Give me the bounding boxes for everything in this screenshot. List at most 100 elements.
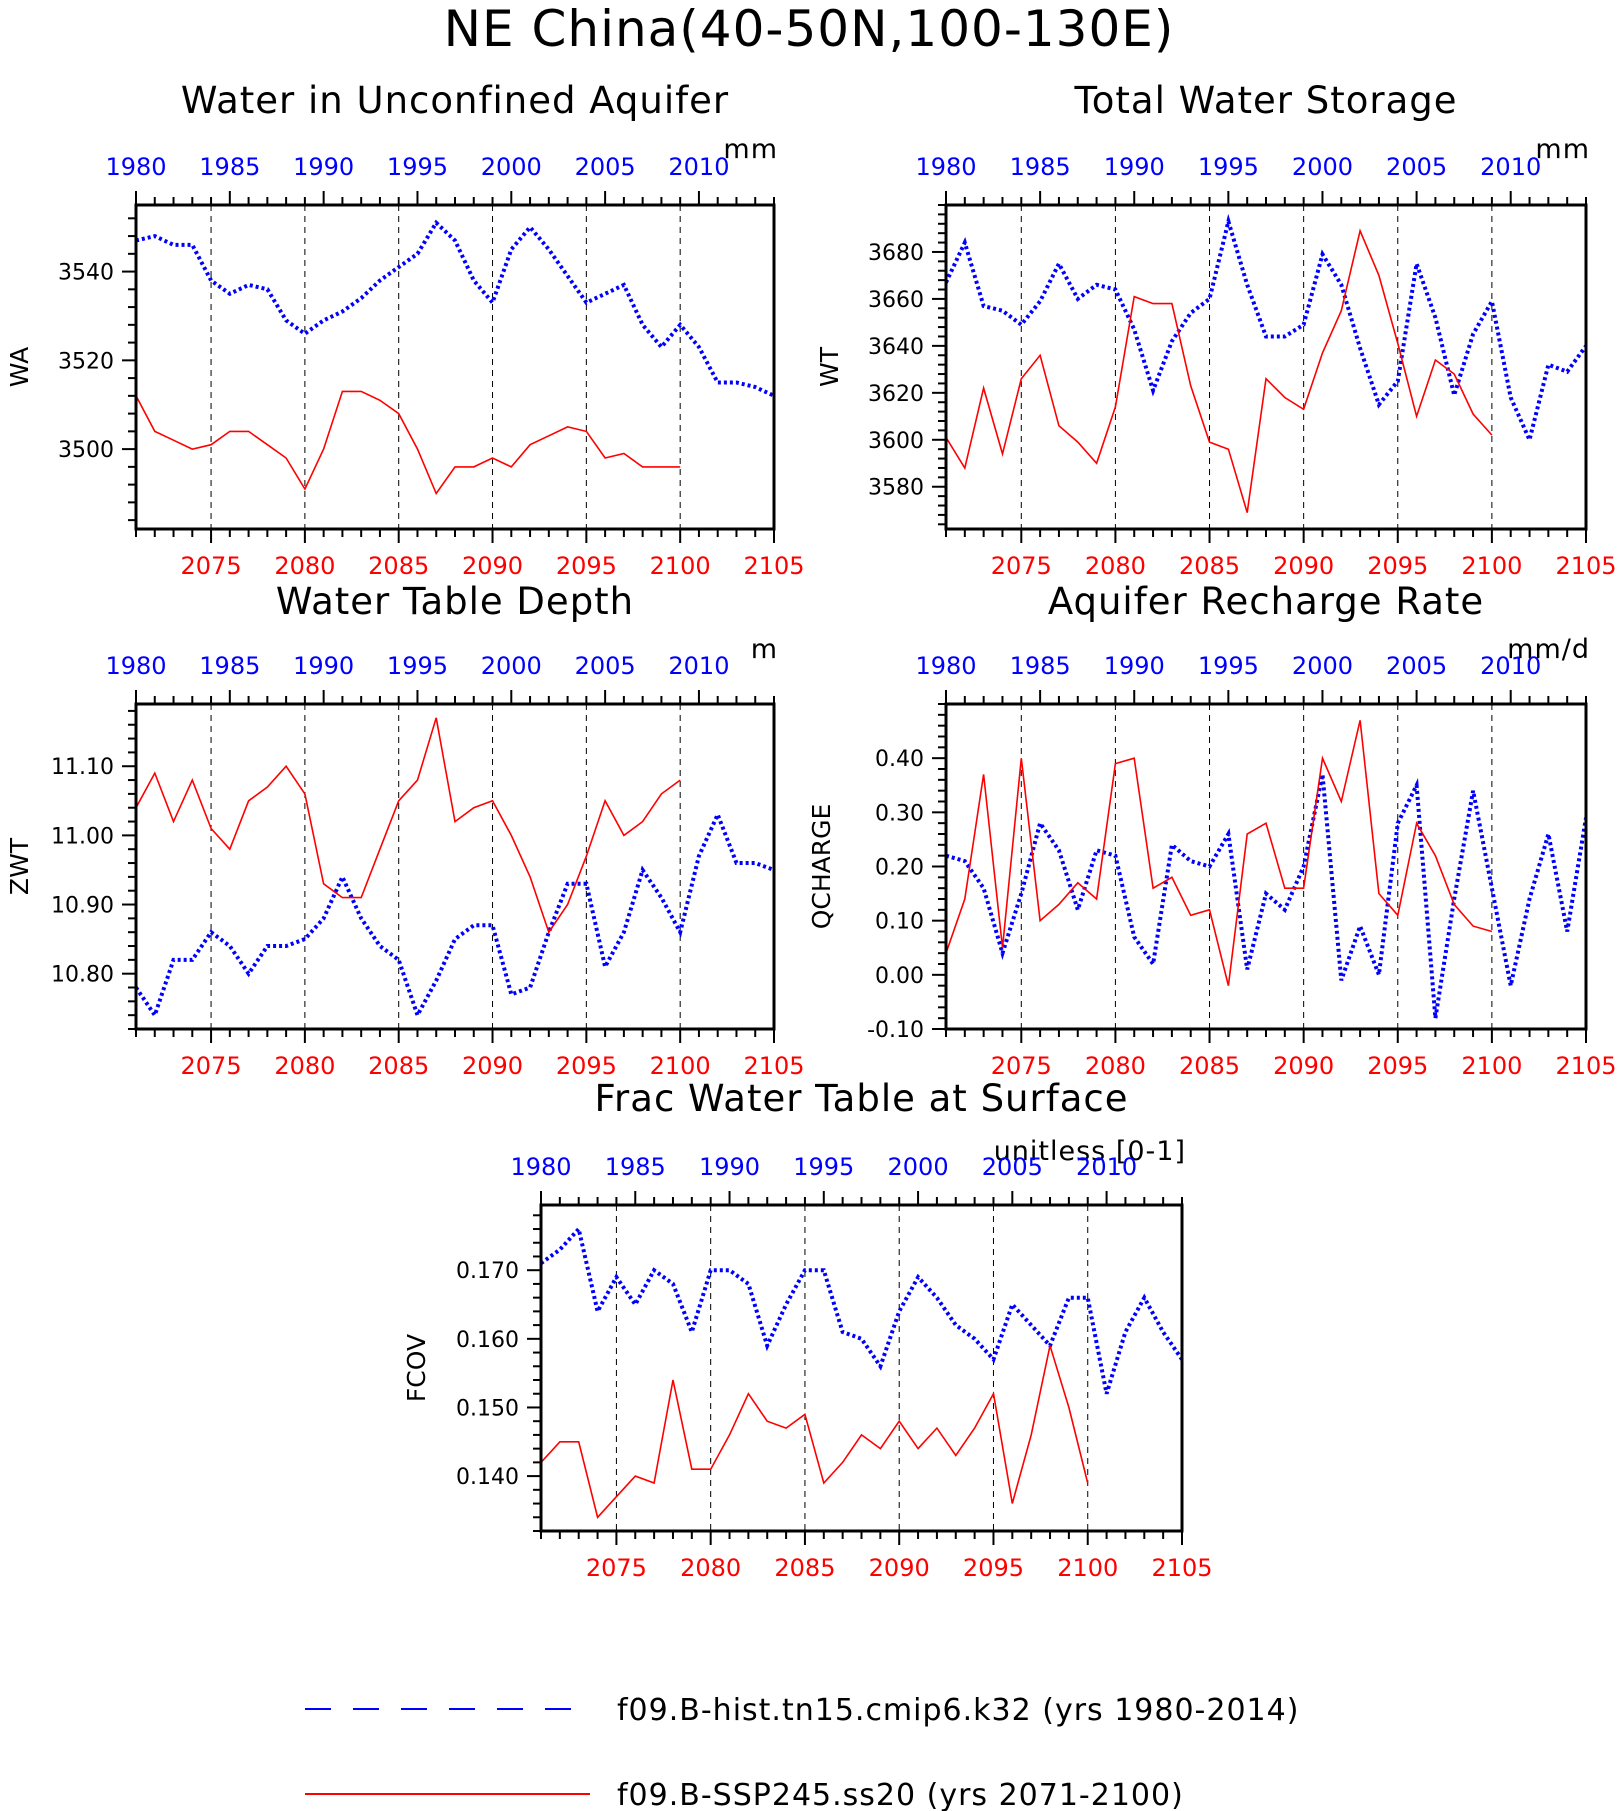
x-tick-label-bottom: 2075: [991, 1052, 1052, 1080]
x-tick-label-bottom: 2075: [181, 552, 242, 580]
units-label: unitless [0-1]: [994, 1136, 1186, 1167]
x-tick-label-top: 1985: [199, 652, 260, 680]
x-tick-label-bottom: 2085: [1179, 552, 1240, 580]
panel-5: Frac Water Table at Surface unitless [0-1…: [402, 1077, 1213, 1582]
plot-frame: [134, 203, 776, 531]
y-tick-label: 0.20: [875, 856, 924, 881]
plot-frame: [944, 702, 1588, 1031]
plot-frame: [944, 203, 1588, 531]
x-tick-label-bottom: 2095: [1367, 552, 1428, 580]
y-tick-label: 3540: [58, 261, 114, 286]
units-label: mm: [723, 134, 778, 165]
legend-ssp-label: f09.B-SSP245.ss20 (yrs 2071-2100): [617, 1778, 1184, 1811]
x-tick-label-top: 1995: [1198, 153, 1259, 181]
y-axis-label: WT: [815, 346, 844, 387]
x-tick-label-top: 1980: [105, 652, 166, 680]
series-ssp-line: [946, 720, 1493, 986]
panel-title: Frac Water Table at Surface: [594, 1077, 1128, 1120]
x-tick-label-top: 1980: [915, 652, 976, 680]
x-tick-label-top: 1995: [387, 652, 448, 680]
panel-1: Water in Unconfined Aquifer mm WA 2075 2080 2…: [5, 79, 805, 580]
panel-title: Water Table Depth: [276, 580, 634, 623]
x-tick-label-top: 2000: [1292, 652, 1353, 680]
y-tick-label: 0.150: [456, 1396, 519, 1421]
y-tick-label: 3680: [868, 241, 924, 266]
units-label: mm/d: [1507, 634, 1590, 665]
x-tick-label-bottom: 2090: [1273, 1052, 1334, 1080]
x-tick-label-bottom: 2095: [1367, 1052, 1428, 1080]
x-tick-label-top: 1990: [1104, 652, 1165, 680]
x-tick-label-bottom: 2100: [650, 1052, 711, 1080]
x-tick-label-top: 2005: [982, 1153, 1043, 1181]
x-tick-label-bottom: 2075: [586, 1554, 647, 1582]
y-tick-label: 3640: [868, 335, 924, 360]
y-axis-label: QCHARGE: [807, 804, 836, 930]
x-tick-label-top: 1985: [1010, 153, 1071, 181]
x-tick-label-top: 2010: [1076, 1153, 1137, 1181]
x-tick-label-top: 1985: [199, 153, 260, 181]
y-tick-label: 11.00: [51, 824, 114, 849]
x-tick-label-top: 1980: [915, 153, 976, 181]
y-axis-label: WA: [5, 347, 34, 387]
x-tick-label-bottom: 2100: [650, 552, 711, 580]
x-tick-label-bottom: 2085: [368, 1052, 429, 1080]
y-tick-label: -0.10: [867, 1018, 924, 1043]
y-tick-label: 0.10: [875, 910, 924, 935]
x-tick-label-bottom: 2105: [743, 1052, 804, 1080]
x-tick-label-bottom: 2085: [774, 1554, 835, 1582]
y-tick-label: 0.160: [456, 1328, 519, 1353]
x-tick-label-bottom: 2085: [368, 552, 429, 580]
panel-3: Water Table Depth m ZWT 2075 2080 2085 2090 209…: [5, 580, 805, 1080]
legend: f09.B-hist.tn15.cmip6.k32 (yrs 1980-2014…: [305, 1693, 1298, 1811]
x-tick-label-bottom: 2075: [181, 1052, 242, 1080]
y-tick-label: 3660: [868, 288, 924, 313]
series-hist-line: [946, 773, 1586, 1019]
x-tick-label-top: 2000: [888, 1153, 949, 1181]
panel-title: Total Water Storage: [1073, 79, 1457, 122]
y-tick-label: 3500: [58, 438, 114, 463]
x-tick-label-top: 2010: [668, 652, 729, 680]
y-tick-label: 3520: [58, 349, 114, 374]
series-ssp-line: [946, 228, 1493, 513]
panel-title: Aquifer Recharge Rate: [1048, 580, 1484, 623]
x-tick-label-top: 1980: [105, 153, 166, 181]
x-tick-label-bottom: 2100: [1057, 1554, 1118, 1582]
series-hist-line: [136, 219, 774, 398]
x-tick-label-top: 2005: [1386, 153, 1447, 181]
x-tick-label-top: 1985: [605, 1153, 666, 1181]
x-tick-label-bottom: 2105: [1151, 1554, 1212, 1582]
x-tick-label-top: 1995: [387, 153, 448, 181]
x-tick-label-top: 1990: [1104, 153, 1165, 181]
x-tick-label-bottom: 2095: [556, 552, 617, 580]
x-tick-label-top: 1990: [293, 153, 354, 181]
y-axis-label: ZWT: [5, 837, 34, 895]
x-tick-label-top: 2010: [668, 153, 729, 181]
x-tick-label-bottom: 2080: [1085, 1052, 1146, 1080]
units-label: m: [751, 634, 778, 665]
series-ssp-line: [136, 390, 681, 496]
y-tick-label: 0.00: [875, 964, 924, 989]
series-hist-line: [541, 1224, 1182, 1395]
units-label: mm: [1535, 134, 1590, 165]
x-tick-label-top: 2005: [1386, 652, 1447, 680]
x-tick-label-top: 2000: [1292, 153, 1353, 181]
x-tick-label-top: 1990: [293, 652, 354, 680]
y-tick-label: 3580: [868, 476, 924, 501]
x-tick-label-top: 2005: [575, 652, 636, 680]
x-tick-label-bottom: 2090: [462, 1052, 523, 1080]
x-tick-label-bottom: 2090: [462, 552, 523, 580]
panels: Water in Unconfined Aquifer mm WA 2075 2080 2…: [5, 79, 1617, 1582]
y-tick-label: 10.80: [51, 963, 114, 988]
y-tick-label: 0.140: [456, 1465, 519, 1490]
x-tick-label-bottom: 2105: [1555, 552, 1616, 580]
panel-2: Total Water Storage mm WT 2075 2080 2085 2090 2…: [815, 79, 1617, 580]
x-tick-label-top: 1990: [699, 1153, 760, 1181]
y-tick-label: 0.30: [875, 801, 924, 826]
x-tick-label-bottom: 2105: [1555, 1052, 1616, 1080]
x-tick-label-bottom: 2080: [680, 1554, 741, 1582]
x-tick-label-top: 1995: [1198, 652, 1259, 680]
series-ssp-line: [136, 717, 681, 934]
x-tick-label-top: 2010: [1480, 652, 1541, 680]
x-tick-label-bottom: 2080: [1085, 552, 1146, 580]
